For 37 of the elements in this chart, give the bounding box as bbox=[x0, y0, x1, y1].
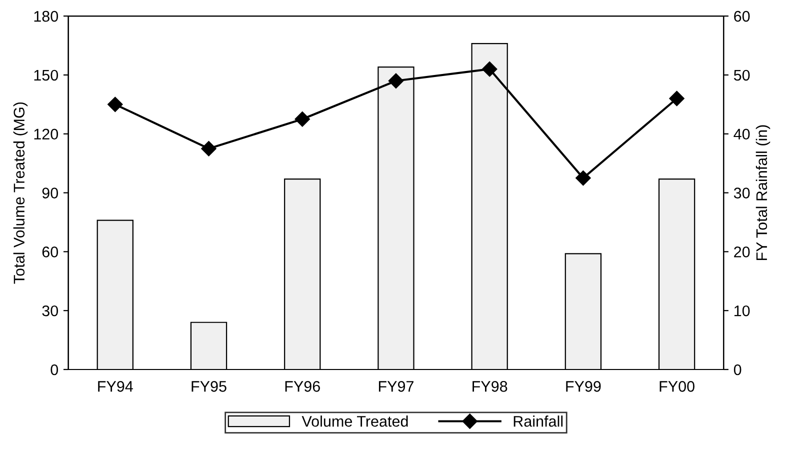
y-tick-label: 60 bbox=[42, 246, 58, 258]
y-tick-label: 150 bbox=[34, 70, 58, 81]
y2-tick-label: 0 bbox=[734, 364, 742, 376]
x-tick-label: FY99 bbox=[566, 381, 601, 392]
bar bbox=[190, 322, 228, 370]
legend-label: Volume Treated bbox=[302, 416, 408, 427]
bar bbox=[564, 253, 602, 370]
y2-axis-title: FY Total Rainfall (in) bbox=[756, 125, 770, 260]
y2-tick-label: 10 bbox=[734, 305, 750, 316]
y-axis-title: Total Volume Treated (MG) bbox=[13, 102, 28, 284]
point bbox=[669, 90, 684, 106]
y2-tick-label: 20 bbox=[734, 246, 750, 258]
x-tick-label: FY96 bbox=[285, 381, 320, 392]
point bbox=[482, 62, 498, 77]
point bbox=[388, 73, 404, 88]
legend-label: Rainfall bbox=[514, 416, 563, 427]
y-tick-label: 30 bbox=[42, 305, 58, 316]
x-tick-label: FY00 bbox=[660, 381, 694, 392]
y-tick-label: 90 bbox=[42, 188, 58, 198]
x-tick-label: FY97 bbox=[378, 381, 414, 392]
x-tick-label: FY98 bbox=[472, 381, 508, 392]
point bbox=[294, 112, 310, 127]
x-tick-label: FY94 bbox=[98, 381, 133, 392]
y2-tick-label: 50 bbox=[734, 70, 750, 81]
point bbox=[201, 141, 216, 156]
bar bbox=[96, 220, 134, 370]
bar bbox=[658, 178, 696, 370]
y2-tick-label: 30 bbox=[734, 188, 750, 198]
y-tick-label: 0 bbox=[50, 364, 58, 376]
y-tick-label: 180 bbox=[34, 10, 58, 22]
point bbox=[108, 96, 123, 112]
bar bbox=[284, 178, 321, 370]
y-tick-label: 120 bbox=[34, 128, 58, 140]
x-tick-label: FY95 bbox=[192, 381, 226, 392]
point bbox=[576, 170, 591, 186]
y2-tick-label: 60 bbox=[734, 10, 750, 22]
y2-tick-label: 40 bbox=[734, 128, 750, 140]
